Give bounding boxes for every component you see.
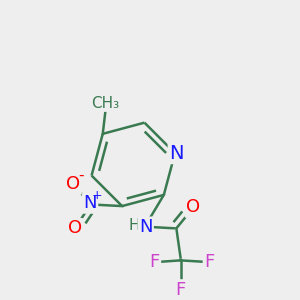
Text: +: + [92,189,102,202]
Text: F: F [176,280,186,298]
Text: O: O [68,219,82,237]
Text: F: F [149,253,160,271]
Text: N: N [169,144,184,163]
Text: F: F [204,253,214,271]
Text: O: O [66,176,80,194]
Text: CH₃: CH₃ [92,96,120,111]
Text: -: - [78,168,84,183]
Text: N: N [139,218,152,236]
Text: H: H [129,218,140,233]
Text: O: O [186,198,200,216]
Text: N: N [83,194,97,212]
